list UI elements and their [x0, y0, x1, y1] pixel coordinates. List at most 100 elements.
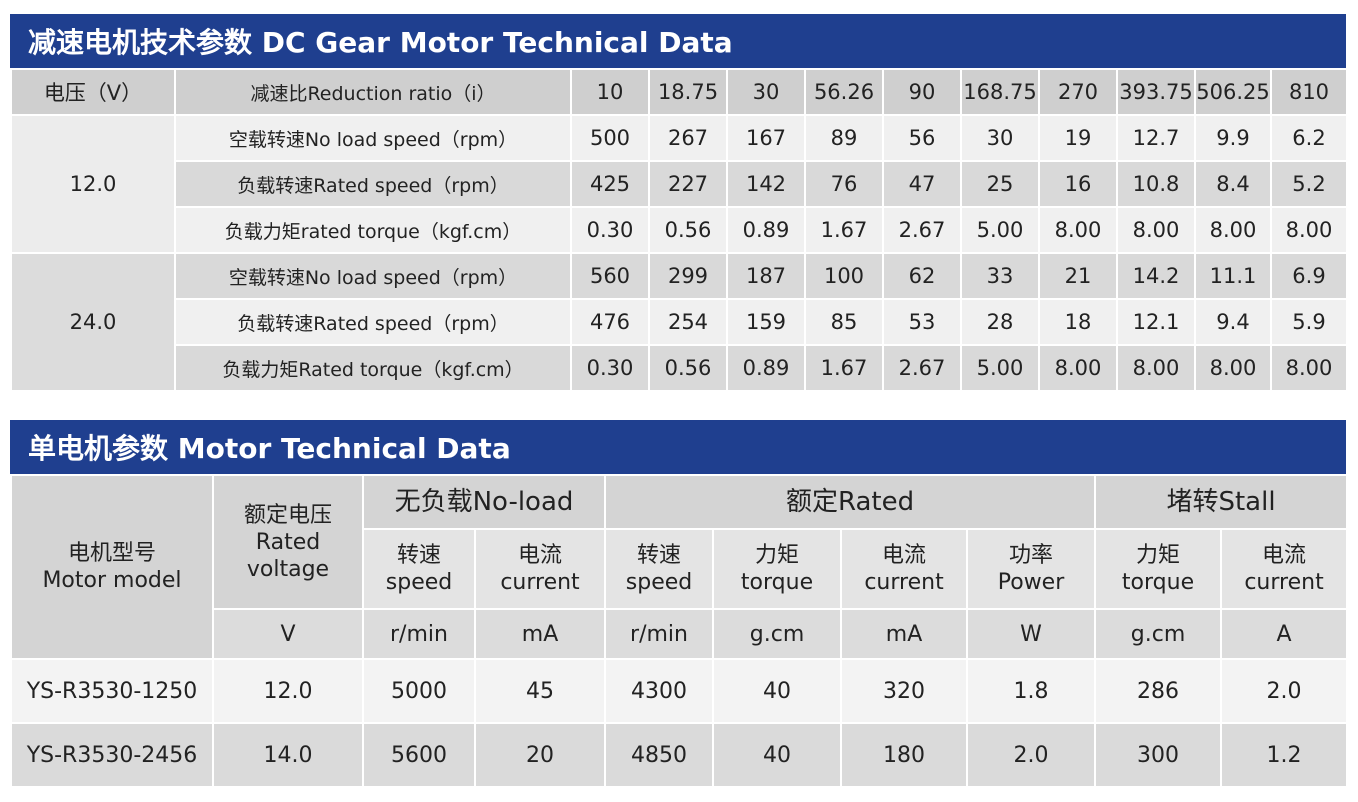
value-cell: 12.7	[1116, 114, 1196, 162]
gear-header-row: 电压（V） 减速比Reduction ratio（i） 10 18.75 30 …	[10, 68, 1348, 116]
value-cell: 0.56	[648, 206, 728, 254]
motor-header-row: 电机型号 Motor model 额定电压 Rated voltage 无负载N…	[10, 474, 1349, 660]
value-cell: 47	[882, 160, 962, 208]
row-label: 负载力矩rated torque（kgf.cm）	[174, 206, 572, 254]
value-cell: 8.00	[1194, 206, 1272, 254]
sub-header-cn: 电流	[1262, 543, 1307, 568]
ratio-cell: 18.75	[648, 68, 728, 116]
sub-header-cn: 电流	[882, 543, 927, 568]
ratio-cell: 30	[726, 68, 806, 116]
unit-cell: A	[1220, 608, 1349, 660]
sub-header: 力矩 torque	[1094, 528, 1223, 610]
value-cell: 8.00	[1270, 344, 1348, 392]
sub-header-en: current	[500, 570, 580, 595]
value-cell: 12.0	[212, 658, 364, 724]
value-cell: 5.00	[960, 206, 1040, 254]
sub-header-en: current	[1244, 570, 1324, 595]
sub-header-cn: 力矩	[1136, 543, 1181, 568]
value-cell: 5.2	[1270, 160, 1348, 208]
voltage-header-en1: Rated	[255, 529, 321, 555]
voltage-header-cn: 额定电压	[243, 502, 332, 528]
model-header-en: Motor model	[42, 568, 182, 593]
value-cell: 5000	[362, 658, 476, 724]
voltage-cell: 24.0	[10, 252, 176, 392]
value-cell: 8.00	[1116, 206, 1196, 254]
value-cell: 12.1	[1116, 298, 1196, 346]
motor-section-title: 单电机参数 Motor Technical Data	[28, 432, 511, 465]
sub-header: 电流 current	[1220, 528, 1349, 610]
value-cell: 286	[1094, 658, 1223, 724]
value-cell: 56	[882, 114, 962, 162]
value-cell: 425	[570, 160, 650, 208]
ratio-cell: 90	[882, 68, 962, 116]
sub-header: 力矩 torque	[712, 528, 843, 610]
ratio-cell: 56.26	[804, 68, 884, 116]
sub-header-cn: 转速	[637, 543, 682, 568]
model-cell: YS-R3530-1250	[10, 658, 214, 724]
value-cell: 8.4	[1194, 160, 1272, 208]
value-cell: 16	[1038, 160, 1118, 208]
row-label: 负载力矩Rated torque（kgf.cm）	[174, 344, 572, 392]
ratio-cell: 270	[1038, 68, 1118, 116]
value-cell: 33	[960, 252, 1040, 300]
sub-header-en: speed	[625, 570, 693, 595]
sub-header-en: Power	[997, 570, 1065, 595]
sub-header-cn: 功率	[1009, 543, 1054, 568]
stall-header: 堵转Stall	[1094, 474, 1349, 530]
sub-header: 转速 speed	[604, 528, 715, 610]
value-cell: 45	[473, 658, 607, 724]
value-cell: 40	[712, 658, 843, 724]
value-cell: 62	[882, 252, 962, 300]
value-cell: 500	[570, 114, 650, 162]
sub-header: 转速 speed	[362, 528, 476, 610]
value-cell: 187	[726, 252, 806, 300]
sub-header-cn: 电流	[518, 543, 563, 568]
motor-units-row: V r/min mA r/min g.cm mA W g.cm A	[11, 608, 1349, 660]
motor-subheader-row: 转速 speed 电流 current 转速 speed 力矩 torque 电流 cur…	[11, 528, 1349, 610]
value-cell: 25	[960, 160, 1040, 208]
value-cell: 8.00	[1038, 344, 1118, 392]
unit-cell: r/min	[362, 608, 476, 660]
sub-header: 功率 Power	[966, 528, 1097, 610]
model-header-cn: 电机型号	[67, 541, 156, 566]
motor-section-title-bar: 单电机参数 Motor Technical Data	[10, 420, 1346, 474]
value-cell: 30	[960, 114, 1040, 162]
value-cell: 167	[726, 114, 806, 162]
voltage-cell: 12.0	[10, 114, 176, 254]
value-cell: 2.0	[1220, 658, 1349, 724]
value-cell: 40	[712, 722, 843, 788]
value-cell: 4850	[604, 722, 715, 788]
value-cell: 19	[1038, 114, 1118, 162]
value-cell: 142	[726, 160, 806, 208]
value-cell: 227	[648, 160, 728, 208]
gear-section-title: 减速电机技术参数 DC Gear Motor Technical Data	[28, 26, 733, 59]
value-cell: 5600	[362, 722, 476, 788]
voltage-header: 电压（V）	[10, 68, 176, 116]
table-row: 负载力矩rated torque（kgf.cm） 0.30 0.56 0.89 …	[11, 206, 1348, 254]
row-label: 空载转速No load speed（rpm）	[174, 252, 572, 300]
value-cell: 28	[960, 298, 1040, 346]
value-cell: 0.89	[726, 344, 806, 392]
sub-header: 电流 current	[840, 528, 969, 610]
value-cell: 6.2	[1270, 114, 1348, 162]
rated-header: 额定Rated	[604, 474, 1097, 530]
table-row: YS-R3530-1250 12.0 5000 45 4300 40 320 1…	[10, 658, 1349, 724]
value-cell: 0.89	[726, 206, 806, 254]
value-cell: 254	[648, 298, 728, 346]
value-cell: 8.00	[1270, 206, 1348, 254]
voltage-header-en2: voltage	[246, 556, 330, 582]
value-cell: 5.9	[1270, 298, 1348, 346]
sub-header-cn: 力矩	[755, 543, 800, 568]
row-label: 负载转速Rated speed（rpm）	[174, 298, 572, 346]
unit-cell: g.cm	[1094, 608, 1223, 660]
value-cell: 8.00	[1038, 206, 1118, 254]
ratio-cell: 393.75	[1116, 68, 1196, 116]
gear-motor-table: 电压（V） 减速比Reduction ratio（i） 10 18.75 30 …	[10, 68, 1348, 392]
value-cell: 8.00	[1194, 344, 1272, 392]
model-header: 电机型号 Motor model	[10, 474, 214, 660]
value-cell: 0.30	[570, 344, 650, 392]
value-cell: 1.2	[1220, 722, 1349, 788]
value-cell: 9.9	[1194, 114, 1272, 162]
value-cell: 10.8	[1116, 160, 1196, 208]
value-cell: 4300	[604, 658, 715, 724]
